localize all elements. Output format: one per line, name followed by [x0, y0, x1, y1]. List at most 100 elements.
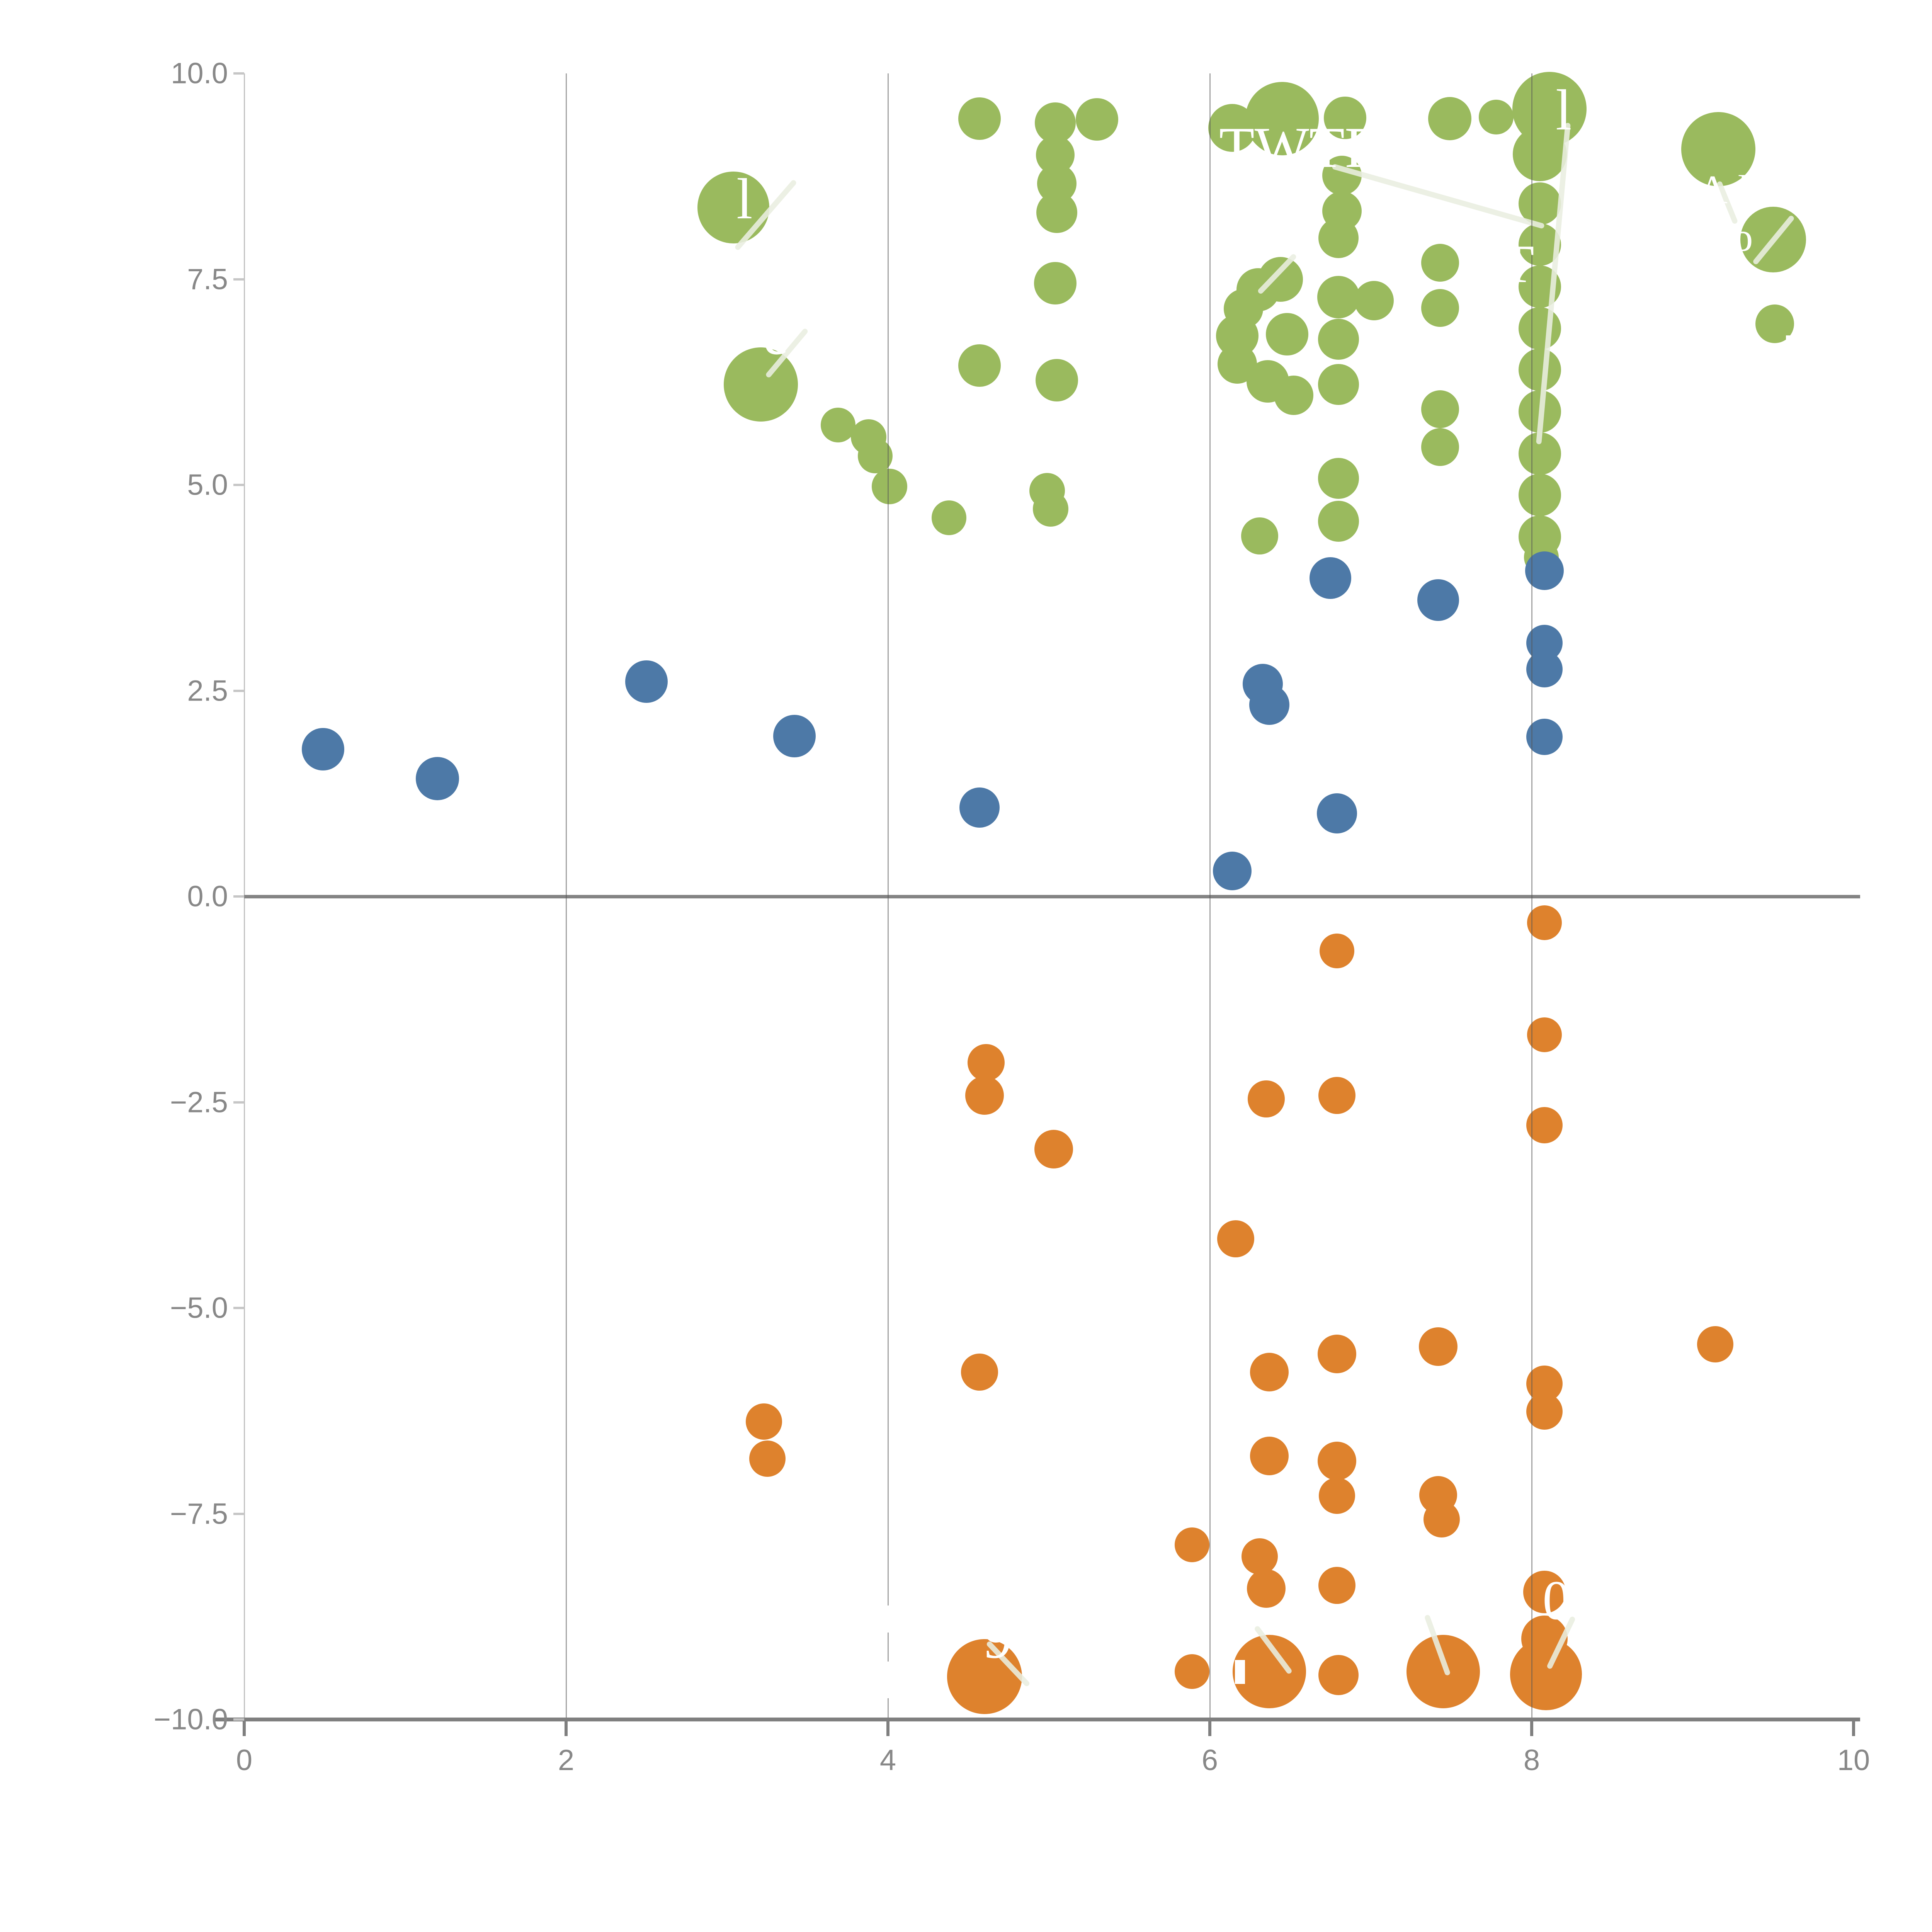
data-point-blue[interactable]	[1213, 851, 1252, 890]
data-point-blue[interactable]	[1249, 684, 1290, 725]
data-point-green[interactable]	[932, 500, 967, 536]
data-point-orange[interactable]	[1319, 1477, 1355, 1514]
data-point-green[interactable]	[1318, 364, 1359, 405]
data-point-green[interactable]	[1036, 359, 1078, 402]
data-point-green[interactable]	[1681, 112, 1756, 186]
data-point-green[interactable]	[1421, 243, 1459, 282]
data-point-green[interactable]	[1421, 289, 1459, 327]
x-axis-line	[214, 1718, 1860, 1721]
x-axis-tick-label: 4	[879, 1744, 896, 1777]
data-point-green[interactable]	[958, 344, 1001, 387]
data-point-orange[interactable]	[1318, 1655, 1359, 1695]
data-point-green[interactable]	[697, 172, 770, 244]
data-point-orange[interactable]	[968, 1044, 1005, 1082]
data-point-green[interactable]	[1318, 457, 1359, 499]
data-point-green[interactable]	[1421, 390, 1459, 429]
data-point-orange[interactable]	[746, 1403, 782, 1440]
x-axis-tick	[886, 1721, 889, 1736]
data-point-orange[interactable]	[1318, 1077, 1356, 1114]
data-point-orange[interactable]	[1318, 1335, 1357, 1374]
data-point-orange[interactable]	[1423, 1501, 1460, 1538]
data-point-orange[interactable]	[1247, 1080, 1285, 1117]
data-point-green[interactable]	[1512, 127, 1567, 181]
data-point-blue[interactable]	[959, 787, 1000, 828]
data-point-blue[interactable]	[302, 728, 345, 770]
data-point-orange[interactable]	[1175, 1527, 1210, 1563]
data-point-orange[interactable]	[1510, 1638, 1582, 1710]
data-point-green[interactable]	[1323, 97, 1366, 139]
data-point-orange[interactable]	[1527, 905, 1562, 940]
data-point-orange[interactable]	[1523, 1570, 1566, 1613]
data-point-orange[interactable]	[1406, 1635, 1480, 1709]
data-point-green[interactable]	[1245, 82, 1319, 156]
data-point-green[interactable]	[1518, 182, 1561, 225]
y-axis-tick-label: −2.5	[170, 1086, 228, 1119]
data-point-green[interactable]	[1265, 313, 1308, 356]
data-point-green[interactable]	[1032, 491, 1068, 527]
data-point-orange[interactable]	[1527, 1017, 1562, 1052]
data-point-green[interactable]	[1076, 98, 1119, 141]
data-point-orange[interactable]	[1217, 1220, 1254, 1258]
data-point-orange[interactable]	[1697, 1326, 1733, 1362]
data-point-orange[interactable]	[1526, 1107, 1563, 1144]
data-point-green[interactable]	[958, 97, 1001, 140]
data-point-green[interactable]	[1354, 281, 1394, 320]
data-point-blue[interactable]	[1310, 557, 1352, 599]
x-axis-tick-label: 2	[558, 1744, 575, 1777]
data-point-orange[interactable]	[965, 1076, 1004, 1115]
data-point-orange[interactable]	[1242, 1538, 1278, 1575]
data-point-orange[interactable]	[1250, 1437, 1289, 1476]
data-point-orange[interactable]	[1175, 1654, 1210, 1689]
data-point-green[interactable]	[1518, 307, 1561, 350]
data-point-orange[interactable]	[1250, 1353, 1289, 1392]
data-point-green[interactable]	[723, 347, 798, 422]
x-axis-tick	[243, 1721, 246, 1736]
data-point-orange[interactable]	[1320, 933, 1355, 968]
data-point-blue[interactable]	[773, 714, 816, 757]
data-point-green[interactable]	[1428, 97, 1471, 141]
data-point-green[interactable]	[820, 407, 855, 442]
y-axis-tick	[233, 484, 244, 486]
data-point-orange[interactable]	[947, 1639, 1022, 1714]
data-point-green[interactable]	[1241, 517, 1279, 555]
data-point-orange[interactable]	[1247, 1569, 1286, 1608]
data-point-green[interactable]	[1318, 318, 1359, 360]
bubble-label: Adobe	[1698, 167, 1806, 212]
data-point-orange[interactable]	[1318, 1566, 1356, 1604]
data-point-orange[interactable]	[749, 1440, 786, 1477]
data-point-green[interactable]	[1274, 375, 1313, 415]
data-point-green[interactable]	[1421, 428, 1459, 466]
data-point-blue[interactable]	[1526, 651, 1563, 688]
data-point-green[interactable]	[1258, 257, 1303, 302]
y-axis-tick	[233, 1101, 244, 1104]
data-point-orange[interactable]	[1526, 1393, 1563, 1430]
data-point-blue[interactable]	[1317, 793, 1357, 833]
data-point-green[interactable]	[1318, 218, 1359, 258]
data-point-green[interactable]	[1317, 276, 1360, 319]
data-point-orange[interactable]	[1034, 1129, 1073, 1168]
data-point-green[interactable]	[857, 439, 893, 474]
x-axis-tick	[565, 1721, 568, 1736]
x-gridline	[1209, 73, 1211, 1719]
y-axis-tick-label: −10.0	[153, 1703, 228, 1736]
x-axis-tick	[1530, 1721, 1533, 1736]
data-point-blue[interactable]	[625, 660, 668, 703]
data-point-green[interactable]	[1518, 348, 1561, 391]
data-point-green[interactable]	[1479, 99, 1514, 134]
data-point-blue[interactable]	[415, 757, 459, 801]
x-axis-tick-label: 6	[1201, 1744, 1218, 1777]
data-point-orange[interactable]	[961, 1354, 998, 1391]
x-axis-tick-label: 10	[1837, 1744, 1870, 1777]
bubble-label: l	[1556, 78, 1572, 142]
data-point-blue[interactable]	[1526, 718, 1563, 755]
data-point-orange[interactable]	[1318, 1442, 1357, 1481]
data-point-green[interactable]	[1034, 262, 1077, 305]
data-point-orange[interactable]	[1419, 1327, 1458, 1366]
y-axis-tick-label: 0.0	[187, 880, 228, 913]
x-gridline	[887, 73, 889, 1719]
data-point-blue[interactable]	[1417, 579, 1459, 621]
data-point-green[interactable]	[1036, 192, 1078, 233]
data-point-green[interactable]	[1318, 500, 1359, 542]
data-point-green[interactable]	[872, 469, 908, 505]
data-point-green[interactable]	[1518, 473, 1561, 516]
